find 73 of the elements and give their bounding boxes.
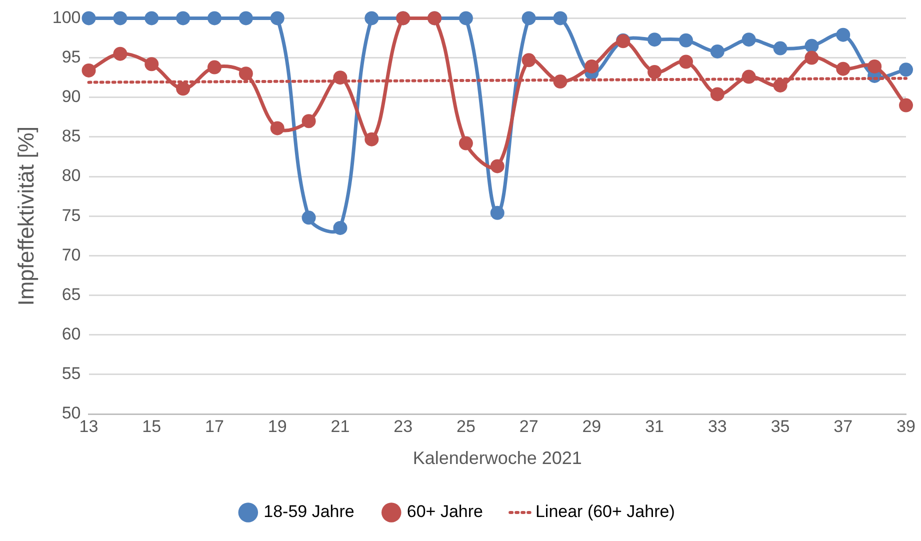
point: [522, 11, 536, 26]
legend-label: 18-59 Jahre: [264, 502, 354, 522]
y-tick-label: 55: [62, 364, 81, 384]
point: [522, 53, 536, 68]
x-tick-label: 21: [330, 416, 350, 436]
point: [82, 11, 96, 26]
x-tick-label: 23: [394, 416, 413, 436]
x-tick-label: 25: [456, 416, 476, 436]
point: [648, 32, 662, 47]
y-tick-label: 100: [52, 8, 81, 27]
y-tick-label: 60: [62, 324, 81, 344]
point: [836, 28, 850, 42]
legend-label: Linear (60+ Jahre): [535, 502, 675, 522]
y-axis-title: Impfeffektivität [%]: [13, 126, 38, 306]
point: [364, 132, 379, 146]
y-tick-label: 85: [62, 126, 81, 146]
x-tick-label: 31: [645, 416, 664, 436]
x-tick-label: 13: [79, 416, 98, 436]
x-axis-title: Kalenderwoche 2021: [412, 448, 582, 468]
y-tick-label: 50: [62, 404, 81, 423]
point: [648, 65, 662, 80]
point: [678, 33, 693, 48]
point: [899, 62, 913, 77]
point: [364, 11, 379, 26]
legend-label: 60+ Jahre: [406, 502, 483, 522]
point: [207, 60, 222, 74]
point: [490, 159, 504, 174]
point: [302, 114, 316, 128]
point: [458, 11, 473, 26]
point: [144, 11, 159, 26]
point: [270, 121, 284, 136]
point: [302, 210, 316, 225]
point: [238, 11, 253, 26]
point: [113, 11, 128, 26]
x-tick-label: 29: [582, 416, 602, 436]
x-tick-label: 39: [896, 416, 916, 436]
x-tick-label: 27: [519, 416, 538, 436]
point: [113, 46, 128, 61]
point: [144, 57, 159, 72]
point: [553, 11, 568, 26]
point: [710, 87, 724, 102]
point: [804, 38, 819, 53]
point: [207, 11, 222, 26]
point: [742, 32, 756, 47]
x-tick-label: 33: [708, 416, 727, 436]
point: [584, 59, 599, 74]
point: [490, 206, 504, 220]
y-tick-label: 90: [62, 87, 81, 106]
x-tick-label: 15: [142, 416, 162, 436]
point: [710, 44, 724, 58]
point: [82, 63, 96, 78]
x-tick-label: 17: [205, 416, 224, 436]
point: [176, 82, 190, 96]
point: [333, 220, 348, 235]
point: [270, 11, 284, 26]
point: [773, 78, 788, 92]
point: [804, 50, 819, 65]
x-tick-label: 35: [770, 416, 790, 436]
y-tick-label: 80: [62, 166, 81, 186]
point: [773, 41, 788, 56]
y-tick-label: 65: [62, 284, 81, 304]
x-tick-label: 37: [834, 416, 853, 436]
y-tick-label: 95: [62, 47, 81, 66]
point: [836, 62, 850, 76]
point: [458, 136, 473, 150]
x-tick-label: 19: [268, 416, 287, 436]
point: [868, 59, 882, 74]
point: [899, 98, 913, 112]
y-tick-label: 75: [62, 206, 81, 225]
point: [176, 11, 190, 26]
y-tick-label: 70: [62, 245, 81, 264]
point: [238, 66, 253, 81]
point: [678, 54, 693, 69]
